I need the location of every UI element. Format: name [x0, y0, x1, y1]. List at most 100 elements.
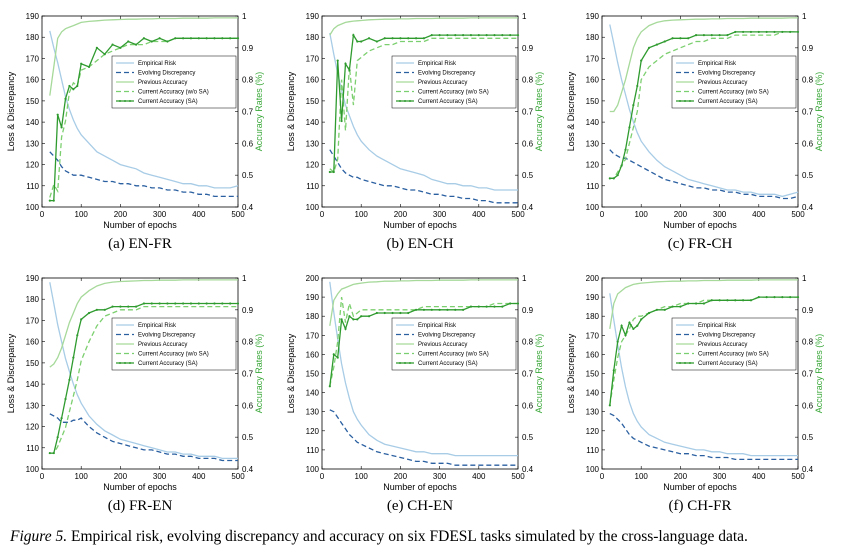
legend-entry: Current Accuracy (SA)	[698, 99, 758, 105]
series-point	[796, 296, 800, 299]
series-point	[111, 43, 114, 46]
legend-entry: Evolving Discrepancy	[138, 333, 195, 339]
series-point	[640, 59, 643, 62]
series-point	[726, 34, 729, 37]
series-point	[60, 126, 63, 129]
series-point	[344, 327, 347, 331]
y-tick-label: 120	[586, 161, 600, 170]
legend-entry: Current Accuracy (w/o SA)	[138, 352, 209, 358]
y-tick-label: 160	[306, 350, 320, 359]
series-point	[367, 315, 371, 318]
series-point	[60, 416, 63, 420]
y-axis-label: Loss & Discrepancy	[6, 71, 16, 151]
series-point	[367, 37, 371, 40]
x-axis-label: Number of epochs	[383, 220, 457, 230]
legend-entry: Evolving Discrepancy	[418, 71, 475, 77]
series-point	[612, 177, 615, 180]
y-tick-label: 100	[306, 203, 320, 212]
series-point	[718, 299, 721, 302]
series-line-3	[609, 279, 798, 330]
legend-marker	[124, 100, 126, 102]
y2-tick-label: 0.6	[802, 401, 814, 410]
y-tick-label: 130	[586, 408, 600, 417]
y2-tick-label: 0.5	[242, 171, 254, 180]
y2-tick-label: 0.9	[802, 306, 814, 315]
series-point	[348, 315, 351, 318]
legend-entry: Previous Accuracy	[418, 342, 467, 348]
series-point	[48, 199, 51, 202]
y-tick-label: 140	[26, 380, 40, 389]
series-point	[454, 34, 457, 37]
figure-caption: Figure 5. Empirical risk, evolving discr…	[10, 528, 840, 546]
series-line-4	[329, 37, 518, 174]
series-point	[679, 37, 682, 40]
series-point	[356, 318, 359, 321]
series-point	[356, 40, 359, 43]
series-point	[352, 34, 355, 37]
series-point	[462, 308, 465, 311]
chart-svg: 0 100 200 300 400 500100110120130140150160170…	[6, 12, 264, 230]
chart-svg: 0 100 200 300 400 500100110120130140150160170…	[566, 274, 824, 492]
x-axis-label: Number of epochs	[663, 220, 737, 230]
series-point	[383, 311, 386, 315]
y2-tick-label: 0.5	[522, 433, 534, 442]
series-point	[213, 37, 216, 40]
y2-tick-label: 0.9	[522, 44, 534, 53]
series-point	[734, 30, 737, 34]
series-point	[166, 40, 169, 43]
x-tick-label: 300	[433, 210, 447, 219]
series-point	[189, 302, 193, 305]
x-tick-label: 200	[674, 472, 688, 481]
legend-marker	[689, 362, 691, 364]
series-line-3	[329, 17, 518, 36]
series-line-2	[329, 149, 518, 204]
series-line-2	[609, 413, 798, 461]
series-line-1	[49, 282, 238, 460]
y-tick-label: 170	[26, 316, 40, 325]
series-point	[174, 37, 177, 40]
y-tick-label: 160	[586, 76, 600, 85]
y2-tick-label: 0.8	[242, 338, 254, 347]
legend-entry: Current Accuracy (SA)	[418, 361, 478, 367]
series-point	[344, 62, 347, 65]
series-point	[485, 34, 488, 37]
series-point	[446, 308, 449, 311]
series-point	[446, 34, 449, 37]
y-tick-label: 180	[306, 312, 320, 321]
series-point	[462, 34, 465, 37]
legend-entry: Current Accuracy (w/o SA)	[138, 90, 209, 96]
series-point	[454, 308, 457, 311]
y-axis-label: Loss & Discrepancy	[566, 71, 576, 151]
y-tick-label: 110	[26, 182, 39, 191]
series-point	[655, 43, 658, 46]
series-line-3	[609, 17, 798, 113]
series-point	[56, 436, 59, 439]
series-point	[608, 177, 611, 180]
y-axis-label: Loss & Discrepancy	[6, 333, 16, 413]
y-tick-label: 170	[26, 54, 40, 63]
series-point	[375, 40, 378, 43]
y-tick-label: 120	[306, 161, 320, 170]
y2-axis-label: Accuracy Rates (%)	[254, 72, 264, 152]
series-point	[687, 302, 690, 305]
y-tick-label: 130	[586, 139, 600, 148]
series-point	[636, 84, 639, 88]
legend-marker	[679, 362, 681, 364]
legend-entry: Empirical Risk	[698, 61, 737, 67]
y-tick-label: 190	[586, 12, 600, 21]
series-point	[127, 40, 130, 43]
series-line-3	[49, 17, 238, 96]
series-point	[332, 170, 335, 174]
series-point	[647, 311, 651, 315]
series-point	[158, 37, 161, 40]
legend-entry: Current Accuracy (SA)	[418, 99, 478, 105]
y-tick-label: 110	[306, 446, 319, 455]
series-point	[493, 305, 496, 308]
series-point	[348, 69, 351, 72]
series-line-1	[329, 281, 518, 457]
series-point	[632, 327, 635, 331]
series-point	[773, 296, 776, 299]
legend-entry: Current Accuracy (w/o SA)	[418, 352, 489, 358]
y-tick-label: 150	[586, 370, 600, 379]
x-tick-label: 0	[40, 210, 45, 219]
